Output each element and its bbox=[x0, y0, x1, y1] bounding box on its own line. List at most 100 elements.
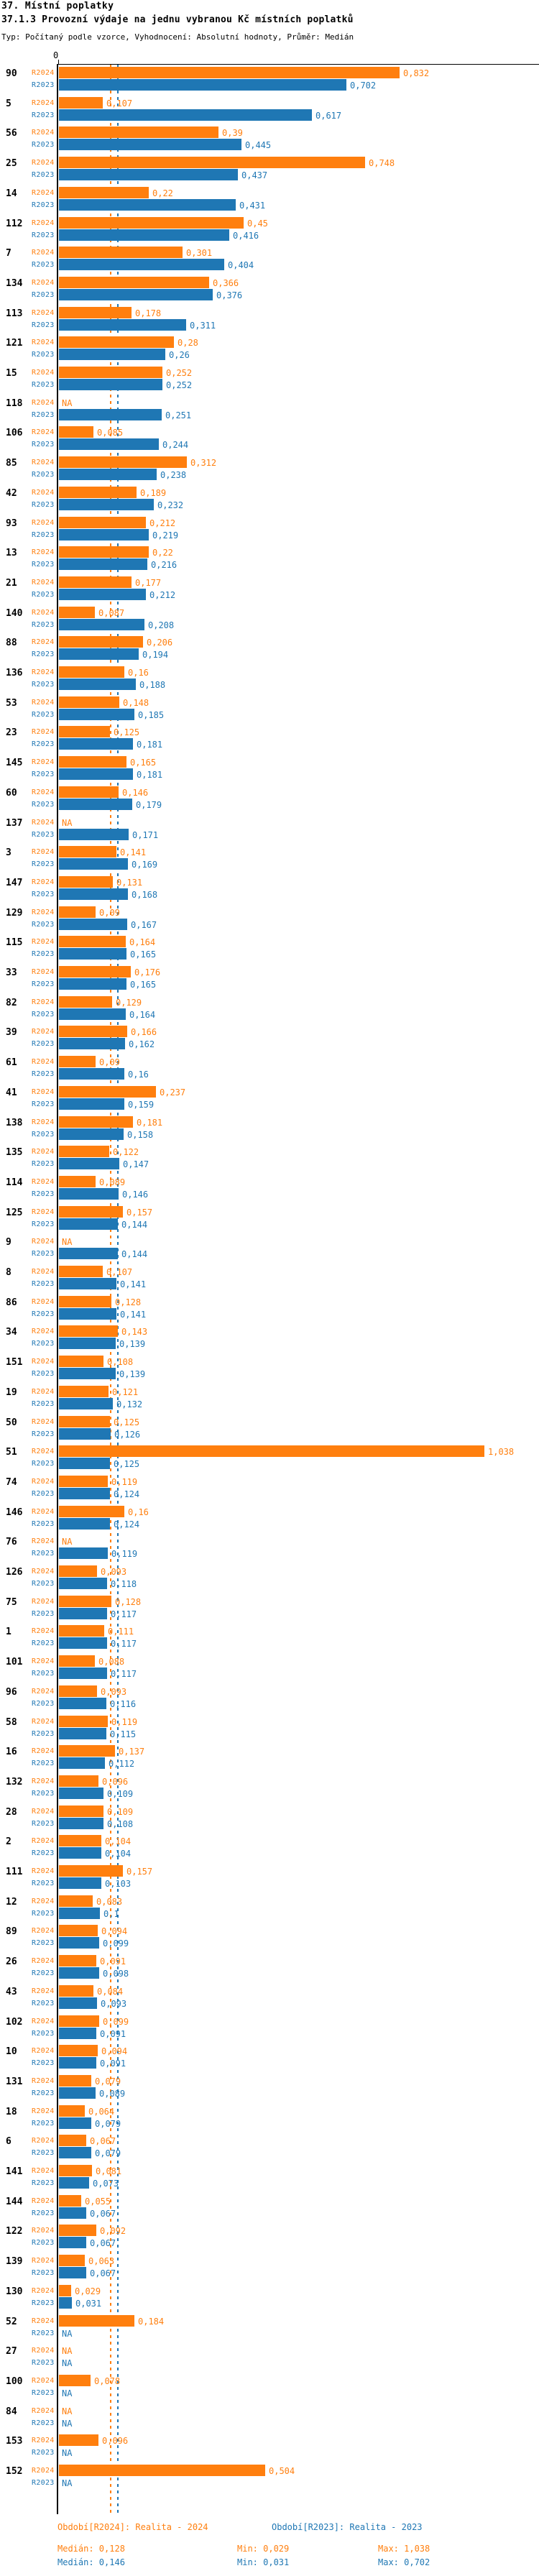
series-label-r2023: R2023 bbox=[32, 1430, 55, 1438]
series-label-r2023: R2023 bbox=[32, 2269, 55, 2277]
bar-value-r2023: 0,147 bbox=[123, 1159, 149, 1169]
series-label-r2024: R2024 bbox=[32, 579, 55, 586]
series-label-r2024: R2024 bbox=[32, 1118, 55, 1126]
chart-group: 134 R2024 R2023 0,366 0,376 bbox=[0, 277, 539, 301]
bar-value-r2024: 0,184 bbox=[138, 2317, 165, 2327]
bar-r2023 bbox=[59, 619, 144, 630]
bar-r2023 bbox=[59, 1728, 106, 1739]
group-id-label: 26 bbox=[6, 1956, 17, 1967]
series-label-r2023: R2023 bbox=[32, 681, 55, 689]
bar-value-r2024: 0,055 bbox=[85, 2196, 111, 2207]
series-label-r2024: R2024 bbox=[32, 2467, 55, 2475]
chart-group: 100 R2024 R2023 0,078 NA bbox=[0, 2375, 539, 2399]
bar-value-r2024: 0,111 bbox=[108, 1627, 134, 1637]
chart-group: 28 R2024 R2023 0,109 0,108 bbox=[0, 1806, 539, 1830]
series-label-r2023: R2023 bbox=[32, 1610, 55, 1618]
bar-r2024 bbox=[59, 966, 131, 978]
bar-value-r2023: 0,118 bbox=[111, 1579, 137, 1589]
bar-value-r2023: 0,404 bbox=[228, 260, 254, 270]
series-label-r2023: R2023 bbox=[32, 351, 55, 359]
group-id-label: 18 bbox=[6, 2107, 17, 2117]
bar-r2023 bbox=[59, 558, 147, 570]
chart-group: 41 R2024 R2023 0,237 0,159 bbox=[0, 1086, 539, 1110]
x-axis-zero-tick bbox=[58, 60, 59, 65]
group-id-label: 27 bbox=[6, 2346, 17, 2357]
bar-value-r2024: 0,088 bbox=[98, 1657, 125, 1667]
bar-r2023 bbox=[59, 1518, 110, 1530]
series-label-r2023: R2023 bbox=[32, 1760, 55, 1767]
bar-value-r2023: 0,141 bbox=[120, 1310, 147, 1320]
series-label-r2024: R2024 bbox=[32, 1627, 55, 1635]
bar-r2023 bbox=[59, 768, 133, 780]
legend-max-r2023: Max: 0,702 bbox=[378, 2557, 430, 2567]
bar-r2024 bbox=[59, 1445, 484, 1457]
chart-group: 113 R2024 R2023 0,178 0,311 bbox=[0, 307, 539, 331]
series-label-r2024: R2024 bbox=[32, 728, 55, 736]
series-label-r2024: R2024 bbox=[32, 1508, 55, 1516]
group-id-label: 3 bbox=[6, 847, 11, 858]
series-label-r2024: R2024 bbox=[32, 1537, 55, 1545]
bar-value-r2023: 0,126 bbox=[114, 1430, 141, 1440]
chart-group: 50 R2024 R2023 0,125 0,126 bbox=[0, 1416, 539, 1440]
bar-r2024 bbox=[59, 2285, 71, 2296]
bar-value-r2023: 0,437 bbox=[241, 170, 268, 180]
bar-value-r2023: 0,376 bbox=[216, 290, 243, 300]
group-id-label: 12 bbox=[6, 1897, 17, 1908]
group-id-label: 10 bbox=[6, 2046, 17, 2057]
bar-value-r2024: 0,099 bbox=[103, 2017, 129, 2027]
bar-r2023 bbox=[59, 2028, 96, 2039]
bar-value-r2024: 1,038 bbox=[488, 1447, 515, 1457]
series-label-r2023: R2023 bbox=[32, 2120, 55, 2128]
group-id-label: 1 bbox=[6, 1627, 11, 1637]
bar-r2023 bbox=[59, 1248, 118, 1259]
chart-group: 7 R2024 R2023 0,301 0,404 bbox=[0, 247, 539, 271]
bar-r2023 bbox=[59, 1668, 107, 1679]
series-label-r2024: R2024 bbox=[32, 369, 55, 377]
chart-group: 131 R2024 R2023 0,079 0,089 bbox=[0, 2075, 539, 2099]
series-label-r2023: R2023 bbox=[32, 891, 55, 898]
series-label-r2023: R2023 bbox=[32, 1131, 55, 1138]
bar-r2024 bbox=[59, 607, 95, 618]
bar-value-r2023: 0,125 bbox=[114, 1459, 140, 1469]
chart-group: 146 R2024 R2023 0,16 0,124 bbox=[0, 1506, 539, 1530]
bar-r2023 bbox=[59, 978, 126, 990]
bar-r2023 bbox=[59, 888, 128, 900]
group-id-label: 74 bbox=[6, 1477, 17, 1488]
bar-value-r2023: 0,124 bbox=[114, 1519, 140, 1530]
group-id-label: 135 bbox=[6, 1147, 23, 1158]
group-id-label: 60 bbox=[6, 788, 17, 799]
series-label-r2024: R2024 bbox=[32, 1898, 55, 1905]
series-label-r2023: R2023 bbox=[32, 770, 55, 778]
series-label-r2023: R2023 bbox=[32, 111, 55, 119]
group-id-label: 113 bbox=[6, 308, 23, 319]
series-label-r2024: R2024 bbox=[32, 2257, 55, 2265]
bar-r2023 bbox=[59, 1428, 111, 1440]
series-label-r2024: R2024 bbox=[32, 1268, 55, 1276]
series-label-r2024: R2024 bbox=[32, 1837, 55, 1845]
bar-r2023 bbox=[59, 109, 312, 121]
bar-r2024 bbox=[59, 2315, 134, 2327]
chart-group: 42 R2024 R2023 0,189 0,232 bbox=[0, 487, 539, 511]
chart-group: 132 R2024 R2023 0,096 0,109 bbox=[0, 1775, 539, 1800]
bar-r2023 bbox=[59, 319, 186, 331]
bar-r2024 bbox=[59, 996, 112, 1008]
series-label-r2024: R2024 bbox=[32, 1688, 55, 1696]
bar-value-r2023: 0,702 bbox=[350, 80, 377, 91]
series-label-r2024: R2024 bbox=[32, 1298, 55, 1306]
bar-value-r2024: 0,107 bbox=[106, 1267, 133, 1277]
legend-median-r2024: Medián: 0,128 bbox=[57, 2544, 125, 2554]
series-label-r2024: R2024 bbox=[32, 279, 55, 287]
bar-value-r2023: 0,431 bbox=[239, 201, 266, 211]
bar-value-r2024: 0,181 bbox=[137, 1118, 163, 1128]
group-id-label: 101 bbox=[6, 1657, 23, 1668]
bar-r2024 bbox=[59, 157, 365, 168]
series-label-r2023: R2023 bbox=[32, 2089, 55, 2097]
series-label-r2023: R2023 bbox=[32, 2149, 55, 2157]
bar-value-r2024: 0,125 bbox=[114, 727, 140, 737]
bar-value-r2023: 0,1 bbox=[103, 1909, 119, 1919]
series-label-r2023: R2023 bbox=[32, 1670, 55, 1678]
chart-group: 147 R2024 R2023 0,131 0,168 bbox=[0, 876, 539, 901]
bar-value-r2023: 0,132 bbox=[116, 1399, 143, 1409]
bar-value-r2024: 0,089 bbox=[99, 1177, 126, 1187]
series-label-r2023: R2023 bbox=[32, 2419, 55, 2427]
